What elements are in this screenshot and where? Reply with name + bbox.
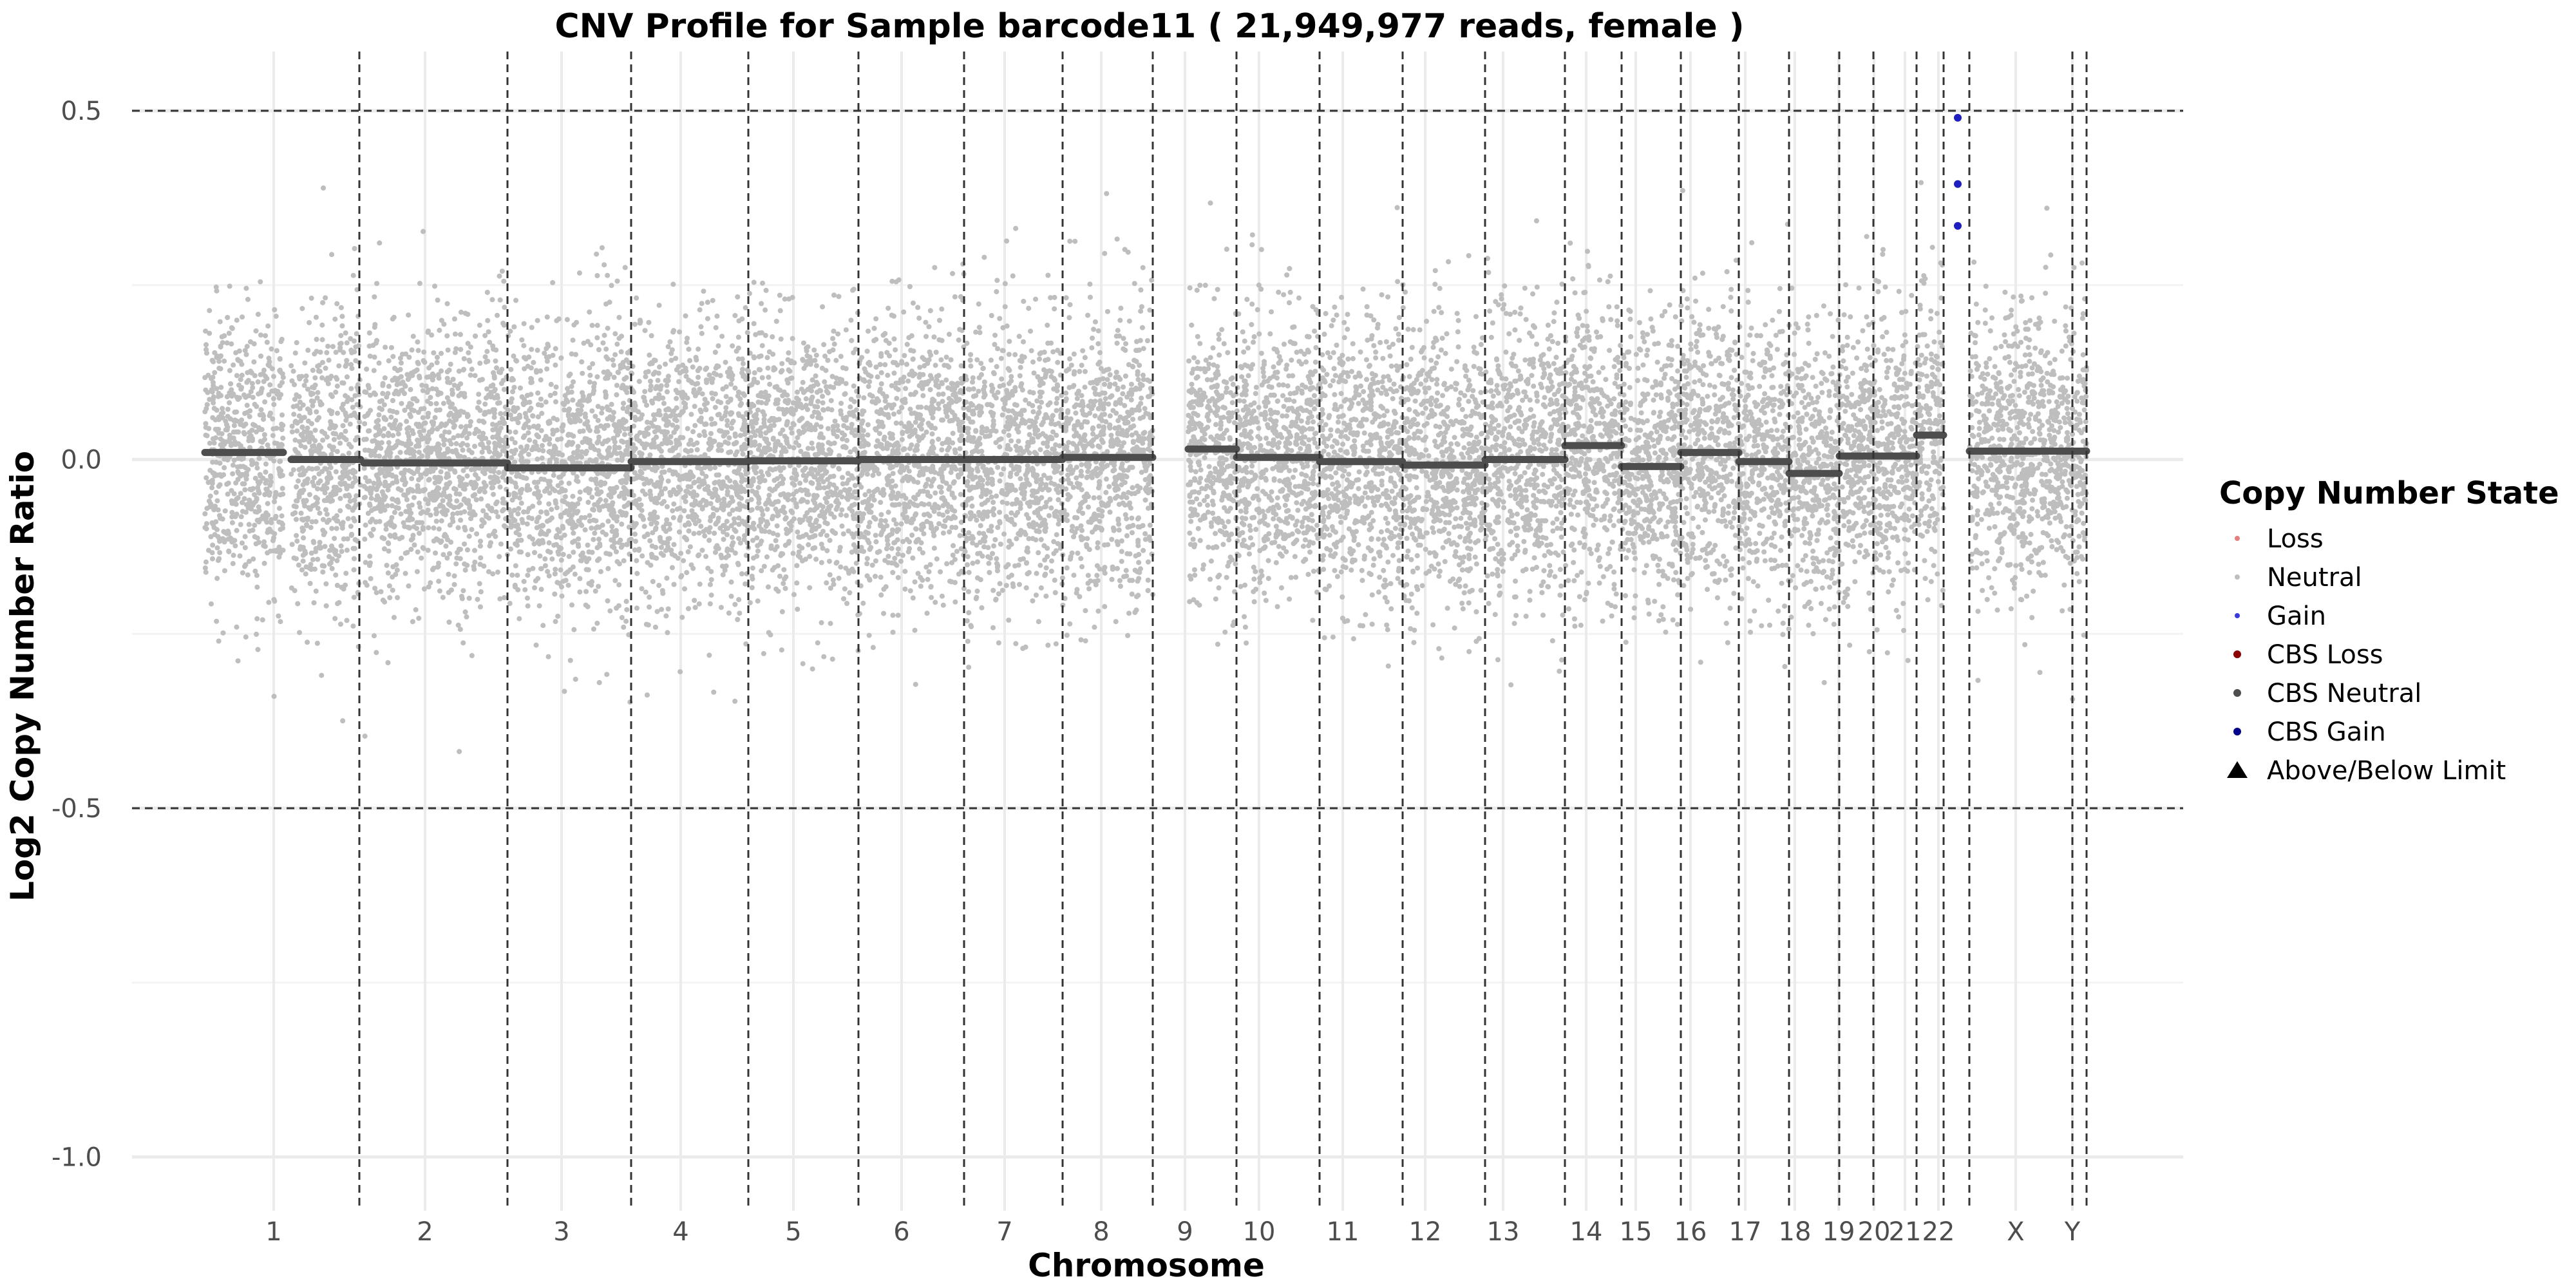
- x-tick-label-chr14: 14: [1570, 1217, 1603, 1247]
- legend-label: Loss: [2267, 524, 2324, 554]
- y-tick-label: 0.5: [61, 97, 102, 126]
- legend-dot-icon: [2235, 574, 2240, 580]
- legend-dot-icon: [2235, 536, 2240, 541]
- x-tick-label-chr9: 9: [1177, 1217, 1193, 1247]
- x-tick-label-chr5: 5: [785, 1217, 801, 1247]
- x-tick-label-chr16: 16: [1674, 1217, 1707, 1247]
- y-tick-label: -0.5: [52, 794, 102, 824]
- y-axis-title: Log2 Copy Number Ratio: [4, 451, 41, 902]
- gain-points: [1954, 113, 1962, 230]
- legend-entry: Neutral: [2235, 563, 2362, 592]
- legend-title: Copy Number State: [2219, 475, 2559, 511]
- legend-dot-icon: [2235, 613, 2240, 618]
- neutral-point-cloud: [202, 180, 2089, 754]
- legend-entry: Loss: [2235, 524, 2324, 554]
- x-tick-label-chr1: 1: [265, 1217, 281, 1247]
- x-tick-label-chrY: Y: [2064, 1217, 2081, 1247]
- x-tick-label-chr2: 2: [417, 1217, 433, 1247]
- legend-triangle-icon: [2227, 761, 2248, 778]
- x-tick-label-chrX: X: [2007, 1217, 2024, 1247]
- legend: Copy Number State Loss Neutral Gain CBS Los…: [2219, 475, 2559, 786]
- legend-label: CBS Neutral: [2267, 679, 2421, 708]
- x-tick-label-chr11: 11: [1327, 1217, 1359, 1247]
- x-tick-label-chr6: 6: [893, 1217, 909, 1247]
- x-tick-label-chr21: 21: [1889, 1217, 1922, 1247]
- y-tick-label: -1.0: [52, 1143, 102, 1173]
- x-tick-label-chr10: 10: [1243, 1217, 1276, 1247]
- y-tick-label: 0.0: [61, 446, 102, 475]
- x-tick-label-chr13: 13: [1487, 1217, 1520, 1247]
- cbs-segments: [201, 431, 2090, 477]
- x-tick-label-chr19: 19: [1823, 1217, 1855, 1247]
- x-tick-label-chr17: 17: [1729, 1217, 1762, 1247]
- x-tick-label-chr4: 4: [672, 1217, 688, 1247]
- y-tick-labels: 0.5 0.0 -0.5 -1.0: [52, 97, 102, 1173]
- legend-entry: Above/Below Limit: [2227, 756, 2506, 786]
- x-tick-label-chr20: 20: [1858, 1217, 1891, 1247]
- x-axis-title: Chromosome: [1028, 1247, 1265, 1284]
- gain-point: [1954, 222, 1962, 230]
- x-tick-label-chr7: 7: [996, 1217, 1012, 1247]
- legend-label: Gain: [2267, 601, 2326, 631]
- legend-dot-icon: [2233, 728, 2241, 735]
- chromosome-boundaries: [358, 52, 2088, 1211]
- x-tick-label-chr18: 18: [1779, 1217, 1812, 1247]
- x-tick-label-chr15: 15: [1620, 1217, 1653, 1247]
- x-tick-label-chr8: 8: [1093, 1217, 1109, 1247]
- legend-entry: CBS Neutral: [2233, 679, 2421, 708]
- gain-point: [1954, 180, 1962, 188]
- legend-label: Neutral: [2267, 563, 2362, 592]
- reference-lines: [132, 109, 2183, 810]
- legend-entry: CBS Gain: [2233, 717, 2386, 747]
- legend-label: CBS Gain: [2267, 717, 2386, 747]
- gain-point: [1954, 113, 1962, 122]
- legend-dot-icon: [2233, 650, 2241, 658]
- x-tick-label-chr22: 22: [1922, 1217, 1955, 1247]
- x-tick-label-chr12: 12: [1409, 1217, 1442, 1247]
- legend-entry: CBS Loss: [2233, 640, 2383, 670]
- legend-label: CBS Loss: [2267, 640, 2383, 670]
- chart-title: CNV Profile for Sample barcode11 ( 21,94…: [554, 7, 1744, 46]
- x-tick-label-chr3: 3: [553, 1217, 569, 1247]
- legend-label: Above/Below Limit: [2267, 756, 2506, 786]
- legend-entry: Gain: [2235, 601, 2326, 631]
- neutral-points: [202, 180, 2089, 754]
- legend-dot-icon: [2233, 689, 2241, 697]
